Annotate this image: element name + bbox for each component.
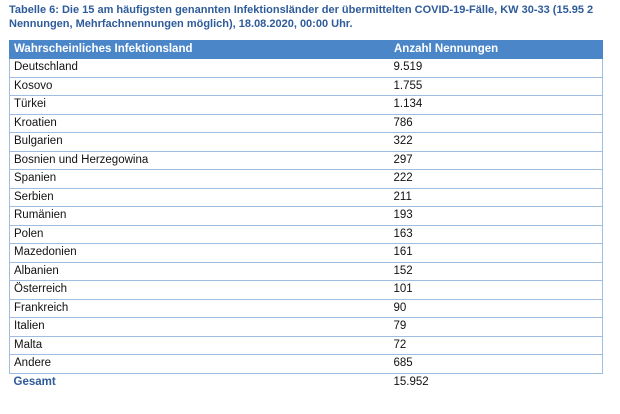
country-cell: Andere	[9, 354, 390, 374]
country-cell: Polen	[9, 225, 390, 244]
country-cell: Albanien	[9, 262, 390, 281]
table-row: Deutschland 9.519	[9, 58, 603, 78]
table-row: Bosnien und Herzegowina 297	[9, 151, 603, 170]
table-row: Kosovo 1.755	[9, 77, 603, 96]
total-label: Gesamt	[9, 372, 390, 391]
country-cell: Kosovo	[9, 77, 390, 96]
country-cell: Türkei	[9, 95, 390, 115]
table-body: Deutschland 9.519 Kosovo 1.755 Türkei 1.134 Kr…	[9, 58, 603, 391]
country-cell: Spanien	[9, 169, 390, 189]
count-cell: 79	[389, 317, 603, 337]
country-cell: Rumänien	[9, 206, 390, 226]
country-cell: Österreich	[9, 280, 390, 300]
count-cell: 297	[389, 151, 603, 170]
count-cell: 152	[389, 262, 603, 281]
table-row: Italien 79	[9, 317, 603, 337]
table-row: Türkei 1.134	[9, 95, 603, 115]
country-cell: Kroatien	[9, 114, 390, 133]
total-value: 15.952	[389, 372, 603, 391]
table-header: Wahrscheinliches Infektionsland Anzahl N…	[9, 40, 603, 59]
infection-country-table-container: Wahrscheinliches Infektionsland Anzahl N…	[9, 40, 603, 391]
table-row: Andere 685	[9, 354, 603, 374]
count-cell: 161	[389, 243, 603, 263]
table-total-row: Gesamt 15.952	[9, 372, 603, 391]
table-row: Bulgarien 322	[9, 132, 603, 152]
country-cell: Bosnien und Herzegowina	[9, 151, 390, 170]
infection-country-table: Wahrscheinliches Infektionsland Anzahl N…	[9, 40, 603, 391]
country-cell: Mazedonien	[9, 243, 390, 263]
country-cell: Malta	[9, 336, 390, 355]
table-row: Mazedonien 161	[9, 243, 603, 263]
count-cell: 211	[389, 188, 603, 207]
table-row: Österreich 101	[9, 280, 603, 300]
count-cell: 322	[389, 132, 603, 152]
table-row: Kroatien 786	[9, 114, 603, 133]
country-cell: Serbien	[9, 188, 390, 207]
table-caption: Tabelle 6: Die 15 am häufigsten genannte…	[9, 4, 594, 30]
count-cell: 90	[389, 299, 603, 318]
count-cell: 193	[389, 206, 603, 226]
country-cell: Frankreich	[9, 299, 390, 318]
count-cell: 685	[389, 354, 603, 374]
column-header-count: Anzahl Nennungen	[389, 40, 603, 59]
table-row: Rumänien 193	[9, 206, 603, 226]
column-header-country: Wahrscheinliches Infektionsland	[9, 40, 390, 59]
count-cell: 222	[389, 169, 603, 189]
count-cell: 101	[389, 280, 603, 300]
count-cell: 163	[389, 225, 603, 244]
country-cell: Deutschland	[9, 58, 390, 78]
country-cell: Italien	[9, 317, 390, 337]
country-cell: Bulgarien	[9, 132, 390, 152]
table-row: Frankreich 90	[9, 299, 603, 318]
table-row: Spanien 222	[9, 169, 603, 189]
count-cell: 786	[389, 114, 603, 133]
table-row: Malta 72	[9, 336, 603, 355]
table-row: Serbien 211	[9, 188, 603, 207]
table-row: Albanien 152	[9, 262, 603, 281]
count-cell: 72	[389, 336, 603, 355]
count-cell: 9.519	[389, 58, 603, 78]
count-cell: 1.755	[389, 77, 603, 96]
table-header-row: Wahrscheinliches Infektionsland Anzahl N…	[9, 40, 603, 59]
count-cell: 1.134	[389, 95, 603, 115]
table-row: Polen 163	[9, 225, 603, 244]
